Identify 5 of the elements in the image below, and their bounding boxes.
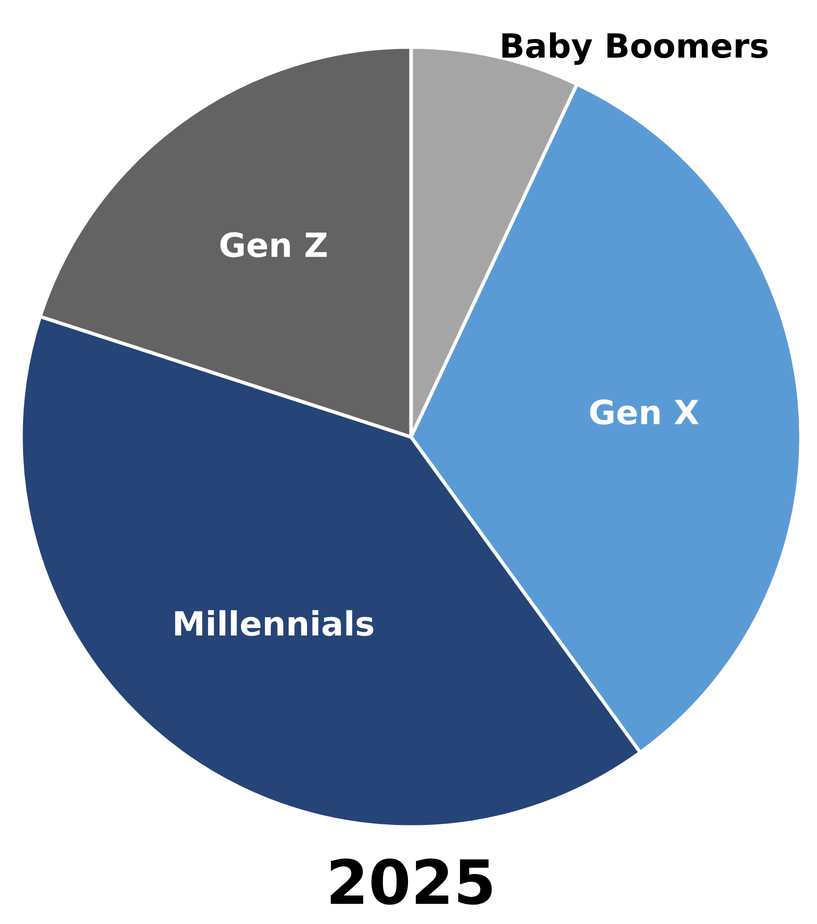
slice-label: Gen Z (220, 232, 327, 258)
slice-label: Millennials (175, 610, 374, 636)
slice-label: Gen X (590, 399, 699, 425)
slice-label: Baby Boomers (502, 32, 768, 65)
text: 2025 (330, 858, 492, 905)
